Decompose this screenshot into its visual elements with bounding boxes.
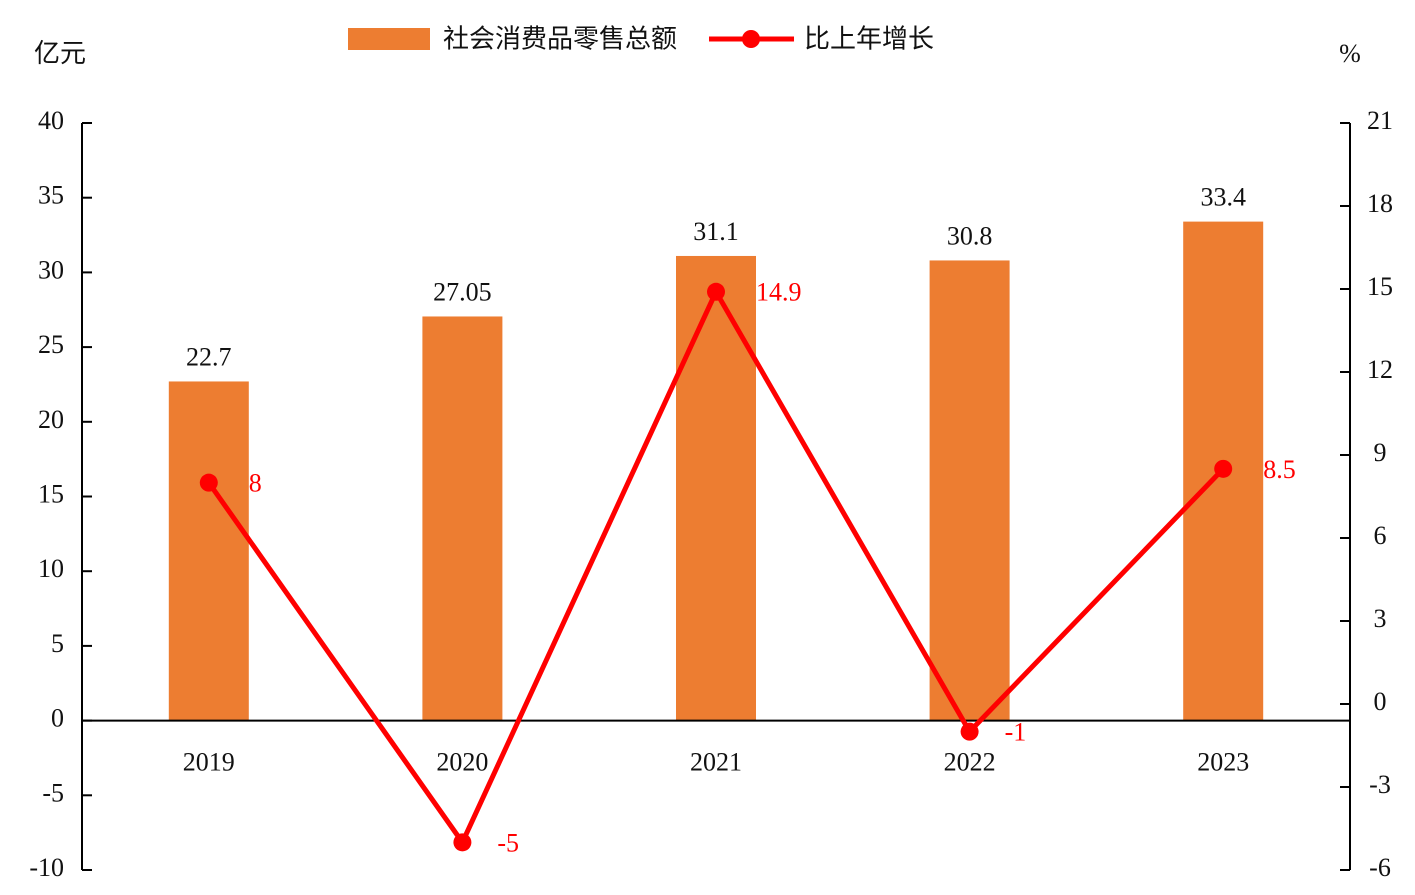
bar-value-label: 22.7 — [186, 342, 232, 371]
bar — [929, 260, 1010, 721]
line-value-label: 8.5 — [1263, 455, 1296, 484]
x-tick-label: 2022 — [944, 748, 996, 777]
line-point — [453, 833, 472, 852]
y-tick-label: -5 — [42, 778, 64, 807]
y2-tick-label: 21 — [1367, 106, 1393, 135]
y2-tick-label: 0 — [1374, 687, 1387, 716]
y-tick-label: 30 — [38, 255, 64, 284]
y-tick-label: 15 — [38, 479, 64, 508]
y-tick-label: -10 — [29, 853, 64, 882]
line-point — [960, 722, 979, 741]
y2-tick-label: 6 — [1374, 521, 1387, 550]
y2-tick-label: 18 — [1367, 189, 1393, 218]
line-value-label: 14.9 — [756, 278, 802, 307]
bar-value-label: 30.8 — [947, 221, 993, 250]
y-tick-label: 25 — [38, 330, 64, 359]
bar-value-label: 33.4 — [1200, 183, 1246, 212]
line-point — [707, 282, 725, 301]
legend-label: 社会消费品零售总额 — [443, 25, 677, 55]
bar-value-label: 31.1 — [693, 217, 739, 246]
line-value-label: -5 — [497, 828, 519, 857]
bar — [168, 381, 249, 721]
y2-axis-label: % — [1339, 39, 1361, 68]
x-tick-label: 2021 — [690, 748, 742, 777]
y-axis-label: 亿元 — [34, 39, 86, 68]
line-point — [199, 473, 218, 492]
x-tick-label: 2019 — [183, 748, 235, 777]
y-tick-label: 10 — [38, 554, 64, 583]
legend-swatch — [348, 28, 430, 50]
y-tick-label: 0 — [51, 704, 64, 733]
x-tick-label: 2020 — [436, 748, 488, 777]
line-value-label: -1 — [1005, 718, 1027, 747]
y2-tick-label: 15 — [1367, 272, 1393, 301]
bar-value-label: 27.05 — [433, 277, 492, 306]
bar — [422, 316, 503, 721]
line-point — [1214, 459, 1233, 478]
y2-tick-label: 3 — [1374, 604, 1387, 633]
y-tick-label: 20 — [38, 405, 64, 434]
y2-tick-label: 12 — [1367, 355, 1393, 384]
y-tick-label: 5 — [51, 629, 64, 658]
y2-tick-label: 9 — [1374, 438, 1387, 467]
y-tick-label: 35 — [38, 181, 64, 210]
line-value-label: 8 — [249, 469, 262, 498]
bar — [676, 255, 756, 721]
y-tick-label: 40 — [38, 106, 64, 135]
y2-tick-label: -6 — [1369, 853, 1391, 882]
y2-tick-label: -3 — [1369, 770, 1391, 799]
legend-swatch-marker — [742, 30, 761, 48]
legend-label: 比上年增长 — [804, 25, 934, 55]
x-tick-label: 2023 — [1197, 748, 1249, 777]
